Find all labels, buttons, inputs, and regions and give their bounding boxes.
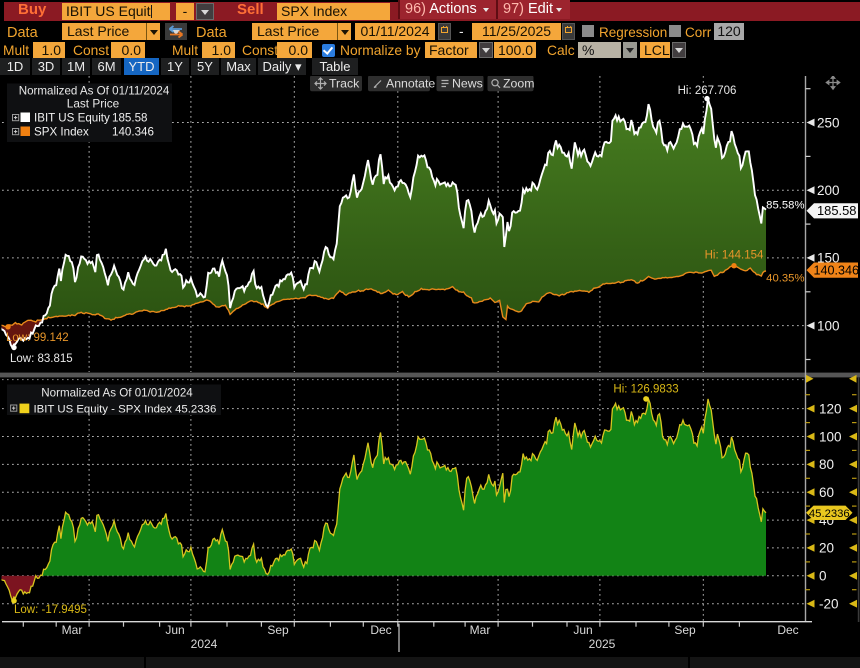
svg-text:SPX Index: SPX Index xyxy=(34,125,89,138)
svg-text:120: 120 xyxy=(819,401,842,416)
svg-text:60: 60 xyxy=(819,485,834,500)
svg-text:Dec: Dec xyxy=(777,623,798,637)
svg-text:20: 20 xyxy=(819,541,834,556)
svg-text:185.58: 185.58 xyxy=(112,111,147,124)
svg-text:250: 250 xyxy=(817,115,840,130)
svg-text:40.35%: 40.35% xyxy=(766,273,804,285)
svg-text:140.346: 140.346 xyxy=(112,125,154,138)
svg-text:45.2336: 45.2336 xyxy=(809,508,850,520)
svg-text:IBIT US Equity - SPX Index 45.: IBIT US Equity - SPX Index 45.2336 xyxy=(34,403,217,415)
svg-text:Mar: Mar xyxy=(470,623,491,637)
svg-text:Dec: Dec xyxy=(370,623,391,637)
svg-text:140.346: 140.346 xyxy=(814,264,860,278)
svg-text:Sep: Sep xyxy=(267,623,289,637)
svg-text:Annotate: Annotate xyxy=(386,77,435,91)
svg-text:IBIT US Equity: IBIT US Equity xyxy=(34,111,110,124)
svg-text:Low: 83.815: Low: 83.815 xyxy=(10,353,73,365)
svg-text:-20: -20 xyxy=(819,597,839,612)
svg-text:News: News xyxy=(452,77,483,91)
svg-text:Hi: 144.154: Hi: 144.154 xyxy=(705,250,764,262)
svg-text:2024: 2024 xyxy=(191,637,218,651)
svg-text:200: 200 xyxy=(817,183,840,198)
svg-text:0: 0 xyxy=(819,569,827,584)
svg-text:2025: 2025 xyxy=(589,637,616,651)
svg-text:Normalized As Of 01/01/2024: Normalized As Of 01/01/2024 xyxy=(41,387,193,400)
svg-text:Last Price: Last Price xyxy=(67,97,120,111)
svg-text:80: 80 xyxy=(819,457,834,472)
svg-text:Mar: Mar xyxy=(62,623,83,637)
svg-text:85.58%: 85.58% xyxy=(766,199,804,211)
svg-text:Zoom: Zoom xyxy=(503,77,534,91)
svg-text:Sep: Sep xyxy=(674,623,696,637)
svg-text:Normalized As Of 01/11/2024: Normalized As Of 01/11/2024 xyxy=(19,84,170,97)
svg-text:100: 100 xyxy=(817,318,840,333)
svg-text:185.58: 185.58 xyxy=(817,203,856,218)
svg-text:Hi: 267.706: Hi: 267.706 xyxy=(678,85,737,97)
svg-text:150: 150 xyxy=(817,251,840,266)
svg-text:Low: -17.9495: Low: -17.9495 xyxy=(14,604,87,616)
svg-text:Jun: Jun xyxy=(165,623,184,637)
svg-text:Hi: 126.9833: Hi: 126.9833 xyxy=(613,384,678,396)
svg-text:Jun: Jun xyxy=(573,623,592,637)
svg-text:100: 100 xyxy=(819,429,842,444)
svg-text:Track: Track xyxy=(329,77,360,91)
svg-text:Low: 99.142: Low: 99.142 xyxy=(6,332,69,344)
